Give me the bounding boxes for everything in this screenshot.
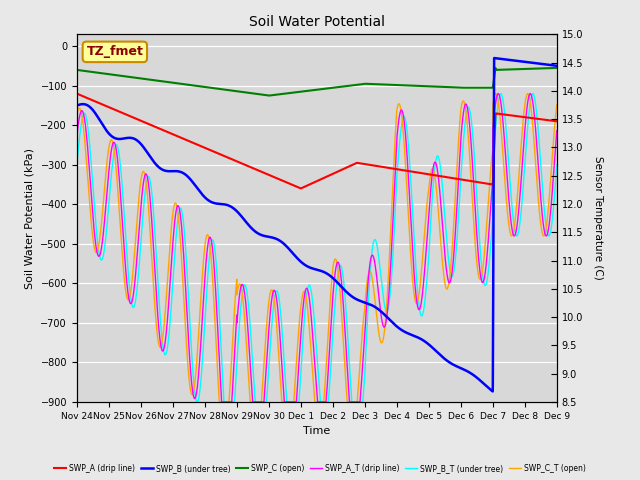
X-axis label: Time: Time [303,426,330,436]
Legend: SWP_A (drip line), SWP_B (under tree), SWP_C (open), SWP_A_T (drip line), SWP_B_: SWP_A (drip line), SWP_B (under tree), S… [51,461,589,476]
Y-axis label: Sensor Temperature (C): Sensor Temperature (C) [593,156,603,280]
Y-axis label: Soil Water Potential (kPa): Soil Water Potential (kPa) [25,148,35,288]
Text: TZ_fmet: TZ_fmet [86,46,143,59]
Title: Soil Water Potential: Soil Water Potential [249,15,385,29]
